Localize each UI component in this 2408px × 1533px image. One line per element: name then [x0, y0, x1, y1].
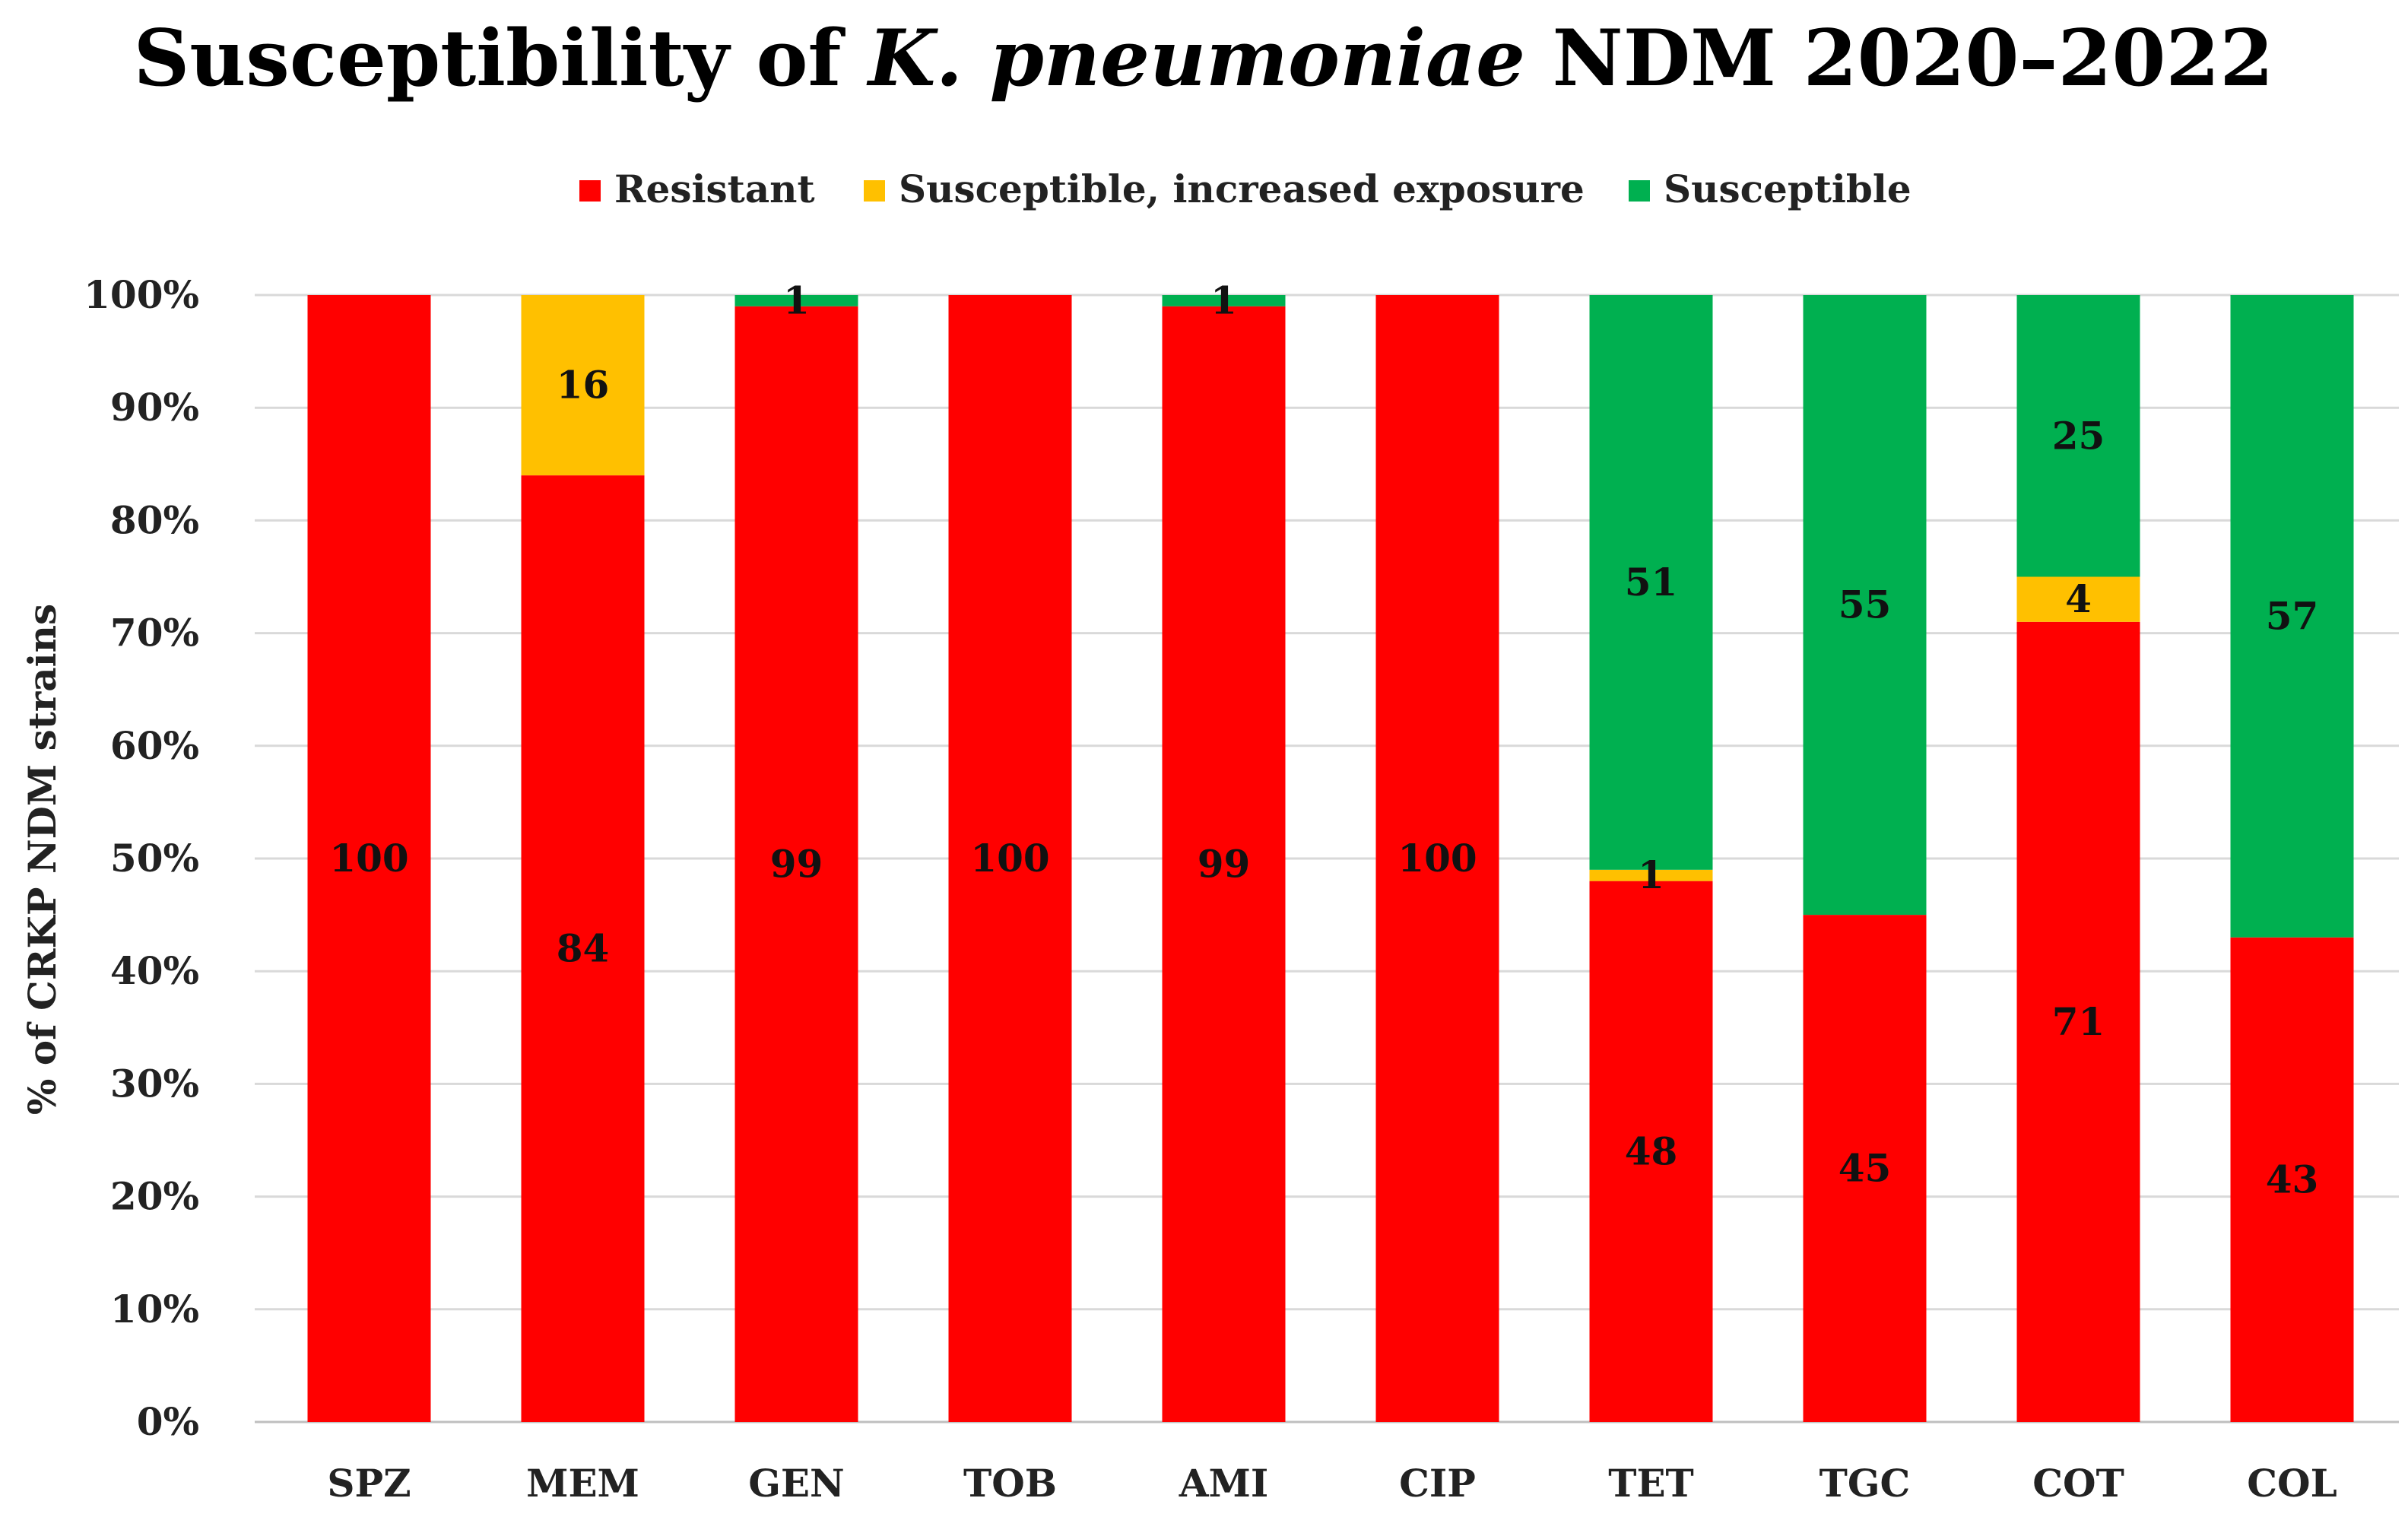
bar-segment-resistant-cot [2016, 621, 2140, 1422]
legend-label-resistant: Resistant [614, 167, 815, 211]
bar-segment-resistant-spz [307, 295, 431, 1422]
legend: Resistant Susceptible, increased exposur… [579, 167, 1911, 211]
bar-segment-susceptible-gen [734, 295, 858, 306]
data-label-susceptible-ami: 1 [1210, 278, 1237, 322]
data-label-resistant-cip: 100 [1398, 836, 1477, 881]
bar-segment-susceptible-col [2230, 295, 2354, 938]
bar-segment-resistant-tet [1589, 881, 1713, 1422]
x-tick-label: GEN [748, 1461, 845, 1506]
bar-segment-resistant-tob [948, 295, 1072, 1422]
bar-segment-susceptible-tgc [1803, 295, 1927, 916]
data-label-resistant-cot: 71 [2052, 999, 2105, 1044]
data-label-susceptible-col: 57 [2266, 593, 2319, 638]
x-tick-label: COT [2032, 1461, 2124, 1506]
data-label-susceptible-gen: 1 [783, 278, 810, 322]
data-label-increased-exposure-mem: 16 [557, 363, 610, 408]
data-label-increased-exposure-tet: 1 [1638, 852, 1664, 897]
data-label-resistant-tgc: 45 [1839, 1146, 1892, 1191]
data-label-resistant-gen: 99 [770, 841, 823, 886]
x-tick-label: COL [2247, 1461, 2337, 1506]
y-tick-label: 80% [110, 497, 199, 542]
legend-swatch-susceptible [1629, 180, 1650, 202]
x-tick-label: SPZ [327, 1461, 411, 1506]
bars [307, 295, 2354, 1422]
y-tick-label: 60% [110, 723, 199, 768]
bar-segment-resistant-cip [1375, 295, 1499, 1422]
y-tick-label: 90% [110, 385, 199, 430]
data-label-resistant-tet: 48 [1625, 1128, 1678, 1173]
x-tick-label: TET [1608, 1461, 1694, 1506]
data-label-resistant-ami: 99 [1198, 841, 1251, 886]
bar-segment-resistant-col [2230, 937, 2354, 1422]
y-tick-label: 10% [110, 1287, 199, 1331]
y-tick-label: 50% [110, 836, 199, 881]
bar-segment-susceptible-ami [1162, 295, 1286, 306]
x-axis-ticks: SPZ MEM GEN TOB AMI CIP TET TGC COT COL [327, 1461, 2337, 1506]
data-label-resistant-mem: 84 [557, 926, 610, 971]
y-tick-label: 20% [110, 1174, 199, 1219]
chart-title: Susceptibility of K. pneumoniae NDM 2020… [134, 13, 2274, 104]
y-tick-label: 100% [84, 272, 199, 317]
y-axis-title: % of CRKP NDM strains [20, 604, 65, 1115]
bar-segment-resistant-tgc [1803, 915, 1927, 1422]
x-tick-label: MEM [526, 1461, 639, 1506]
legend-label-increased-exposure: Susceptible, increased exposure [899, 167, 1585, 211]
x-tick-label: TGC [1819, 1461, 1911, 1506]
data-label-resistant-tob: 100 [970, 836, 1049, 881]
bar-segment-increased-exposure-tet [1589, 869, 1713, 881]
bar-value-labels: 100 84 16 99 1 100 99 1 100 48 1 51 45 55 71 4 25 43 57 [329, 278, 2318, 1201]
data-label-resistant-col: 43 [2266, 1157, 2319, 1201]
bar-segment-resistant-ami [1162, 306, 1286, 1422]
bar-segment-susceptible-cot [2016, 295, 2140, 577]
x-tick-label: CIP [1399, 1461, 1476, 1506]
bar-segment-increased-exposure-cot [2016, 576, 2140, 622]
legend-label-susceptible: Susceptible [1664, 167, 1911, 211]
chart-title-suffix: NDM 2020–2022 [1525, 13, 2273, 104]
legend-swatch-increased-exposure [864, 180, 885, 202]
data-label-susceptible-tet: 51 [1625, 560, 1678, 605]
bar-segment-increased-exposure-mem [521, 295, 645, 476]
chart-title-prefix: Susceptibility of [134, 13, 868, 104]
chart-title-species: K. pneumoniae [866, 13, 1525, 104]
legend-swatch-resistant [579, 180, 601, 202]
y-tick-label: 40% [110, 948, 199, 993]
y-tick-label: 0% [137, 1399, 199, 1444]
y-tick-label: 70% [110, 611, 199, 655]
bar-segment-susceptible-tet [1589, 295, 1713, 870]
bar-segment-resistant-mem [521, 475, 645, 1422]
bar-segment-resistant-gen [734, 306, 858, 1422]
data-label-increased-exposure-cot: 4 [2065, 576, 2092, 621]
data-label-susceptible-cot: 25 [2052, 413, 2105, 458]
y-axis-ticks: 0% 10% 20% 30% 40% 50% 60% 70% 80% 90% 100% [84, 272, 199, 1444]
data-label-susceptible-tgc: 55 [1839, 582, 1892, 627]
x-tick-label: TOB [963, 1461, 1057, 1506]
x-tick-label: AMI [1179, 1461, 1269, 1506]
y-tick-label: 30% [110, 1061, 199, 1106]
data-label-resistant-spz: 100 [329, 836, 408, 881]
